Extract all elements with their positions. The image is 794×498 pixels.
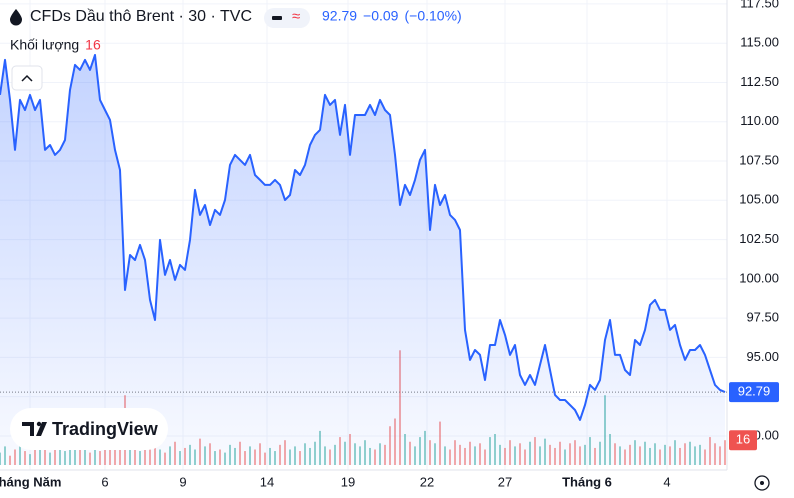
last-price-label: 92.79	[738, 384, 771, 399]
symbol-icon	[10, 9, 22, 26]
last-price-badge	[729, 382, 779, 403]
area-fill	[0, 55, 725, 465]
x-tick-label: háng Năm	[0, 474, 61, 489]
settings-icon	[760, 481, 764, 485]
x-tick-label: Tháng 6	[562, 474, 612, 489]
tv-logo	[36, 421, 42, 427]
y-tick-label: 95.00	[746, 349, 779, 364]
watermark-box	[10, 408, 168, 450]
tv-logo	[22, 422, 47, 436]
price-change-pct: (−0.10%)	[404, 8, 461, 24]
legend-buttons[interactable]	[264, 8, 310, 28]
x-tick-label: 6	[101, 474, 108, 489]
collapse-button[interactable]	[11, 65, 43, 91]
x-tick-label: 19	[341, 474, 355, 489]
last-price: 92.79	[322, 8, 357, 24]
volume-last: 16	[85, 37, 101, 53]
price-change: −0.09	[363, 8, 399, 24]
icon	[272, 16, 282, 20]
settings-icon	[754, 475, 770, 491]
icon: ≈	[292, 8, 300, 25]
volume-legend: Khối lượng	[10, 37, 79, 53]
y-tick-label: 102.50	[739, 231, 779, 246]
watermark: TradingView	[10, 408, 168, 450]
volume-badge-label: 16	[736, 432, 750, 447]
y-tick-label: 105.00	[739, 192, 779, 207]
settings-button[interactable]	[754, 475, 770, 491]
x-tick-label: 22	[420, 474, 434, 489]
watermark-text: TradingView	[52, 419, 159, 439]
x-tick-label: 4	[663, 474, 670, 489]
x-tick-label: 9	[179, 474, 186, 489]
y-tick-label: 97.50	[746, 310, 779, 325]
y-tick-label: 115.00	[740, 35, 779, 50]
x-tick-label: 27	[498, 474, 512, 489]
x-tick-label: 14	[260, 474, 274, 489]
symbol-title: CFDs Dầu thô Brent · 30 · TVC	[30, 8, 252, 25]
volume-badge	[729, 430, 757, 451]
price-line	[0, 54, 726, 421]
y-tick-label: 117.50	[740, 0, 779, 10]
y-tick-label: 112.50	[740, 74, 779, 89]
y-tick-label: 110.00	[740, 113, 779, 128]
chevron-icon	[21, 74, 33, 82]
y-tick-label: 100.00	[739, 270, 779, 285]
y-tick-label: 107.50	[739, 152, 779, 167]
legend-header: CFDs Dầu thô Brent · 30 · TVC ≈ 92.79 −0…	[10, 8, 462, 91]
